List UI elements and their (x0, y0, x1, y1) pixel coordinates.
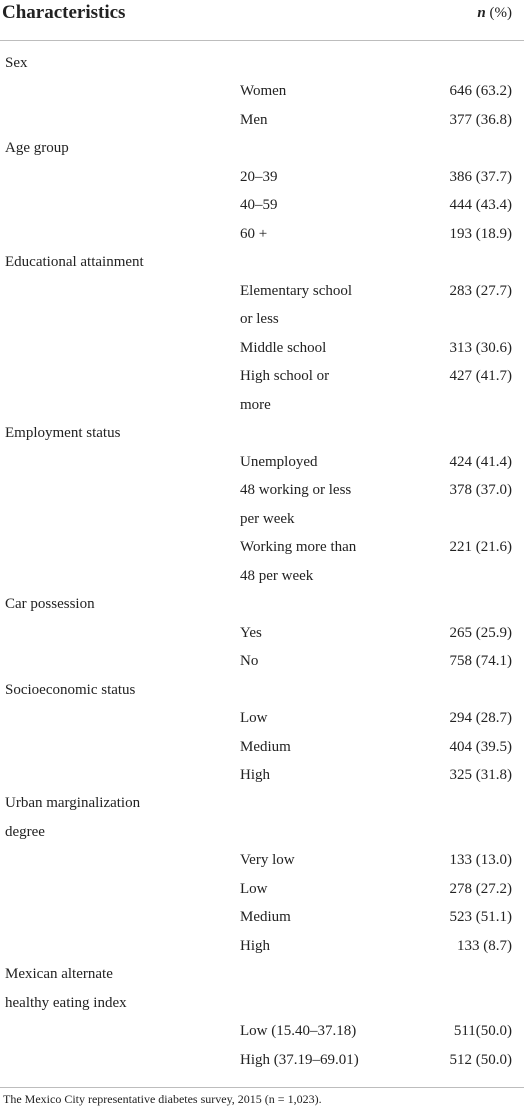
level-label: 48 per week (240, 567, 314, 584)
table-header: Characteristics n (%) (0, 0, 524, 40)
value-cell: 424 (41.4) (449, 453, 513, 470)
n-percent-header: n (%) (477, 5, 512, 22)
category-label: Urban marginalization (5, 795, 141, 812)
level-label: High school or (240, 368, 330, 385)
percent-symbol: (%) (485, 5, 513, 21)
level-label: Medium (240, 909, 291, 926)
table-footnote: The Mexico City representative diabetes … (3, 1092, 322, 1106)
category-label: degree (5, 823, 45, 840)
level-label: High (240, 767, 270, 783)
category-label: Educational attainment (5, 254, 144, 271)
category-label: Employment status (5, 425, 121, 442)
value-cell: 265 (25.9) (449, 624, 513, 641)
level-label: High (240, 937, 270, 954)
value-cell: 378 (37.0) (449, 482, 513, 499)
header-rule (0, 40, 524, 41)
value-cell: 523 (51.1) (449, 909, 513, 926)
level-label: Yes (240, 624, 262, 641)
value-cell: 283 (27.7) (449, 282, 513, 299)
value-cell: 444 (43.4) (449, 197, 513, 214)
value-cell: 313 (30.6) (449, 339, 513, 356)
footer-rule (0, 1087, 524, 1088)
level-label: High (37.19–69.01) (240, 1051, 359, 1068)
n-symbol: n (477, 5, 486, 21)
category-label: Sex (5, 55, 28, 71)
value-cell: 133 (13.0) (449, 852, 513, 869)
value-cell: 404 (39.5) (449, 738, 513, 755)
level-label: Medium (240, 738, 291, 755)
level-label: Women (240, 83, 287, 100)
value-cell: 511(50.0) (453, 1023, 512, 1040)
level-label: Men (240, 111, 268, 128)
value-cell: 758 (74.1) (449, 653, 513, 670)
level-label: 60 + (240, 225, 268, 242)
level-label: Working more than (240, 539, 357, 556)
value-cell: 325 (31.8) (449, 767, 513, 783)
level-label: or less (240, 311, 279, 328)
characteristics-header: Characteristics (2, 2, 126, 23)
value-cell: 294 (28.7) (449, 710, 513, 727)
category-label: Car possession (5, 596, 95, 613)
category-label: Socioeconomic status (5, 681, 136, 698)
level-label: Unemployed (240, 453, 318, 470)
level-label: Very low (240, 852, 295, 869)
value-cell: 512 (50.0) (449, 1051, 513, 1068)
value-cell: 193 (18.9) (449, 225, 513, 242)
value-cell: 221 (21.6) (449, 539, 513, 556)
value-cell: 278 (27.2) (449, 880, 513, 897)
level-label: Elementary school (240, 282, 353, 299)
level-label: 40–59 (240, 197, 278, 214)
category-label: Age group (5, 140, 69, 157)
level-label: Low (15.40–37.18) (240, 1023, 357, 1040)
value-cell: 133 (8.7) (457, 937, 512, 954)
level-label: 48 working or less (240, 482, 352, 499)
value-cell: 386 (37.7) (449, 168, 513, 185)
value-cell: 377 (36.8) (449, 111, 513, 128)
category-label: healthy eating index (5, 994, 127, 1011)
level-label: 20–39 (240, 168, 278, 185)
level-label: Low (240, 880, 268, 897)
level-label: Low (240, 710, 268, 727)
level-label: more (240, 396, 271, 413)
value-cell: 646 (63.2) (449, 83, 513, 100)
level-label: per week (240, 510, 295, 527)
level-label: Middle school (240, 339, 327, 356)
level-label: No (240, 653, 259, 670)
category-label: Mexican alternate (5, 966, 113, 983)
value-cell: 427 (41.7) (449, 368, 513, 385)
